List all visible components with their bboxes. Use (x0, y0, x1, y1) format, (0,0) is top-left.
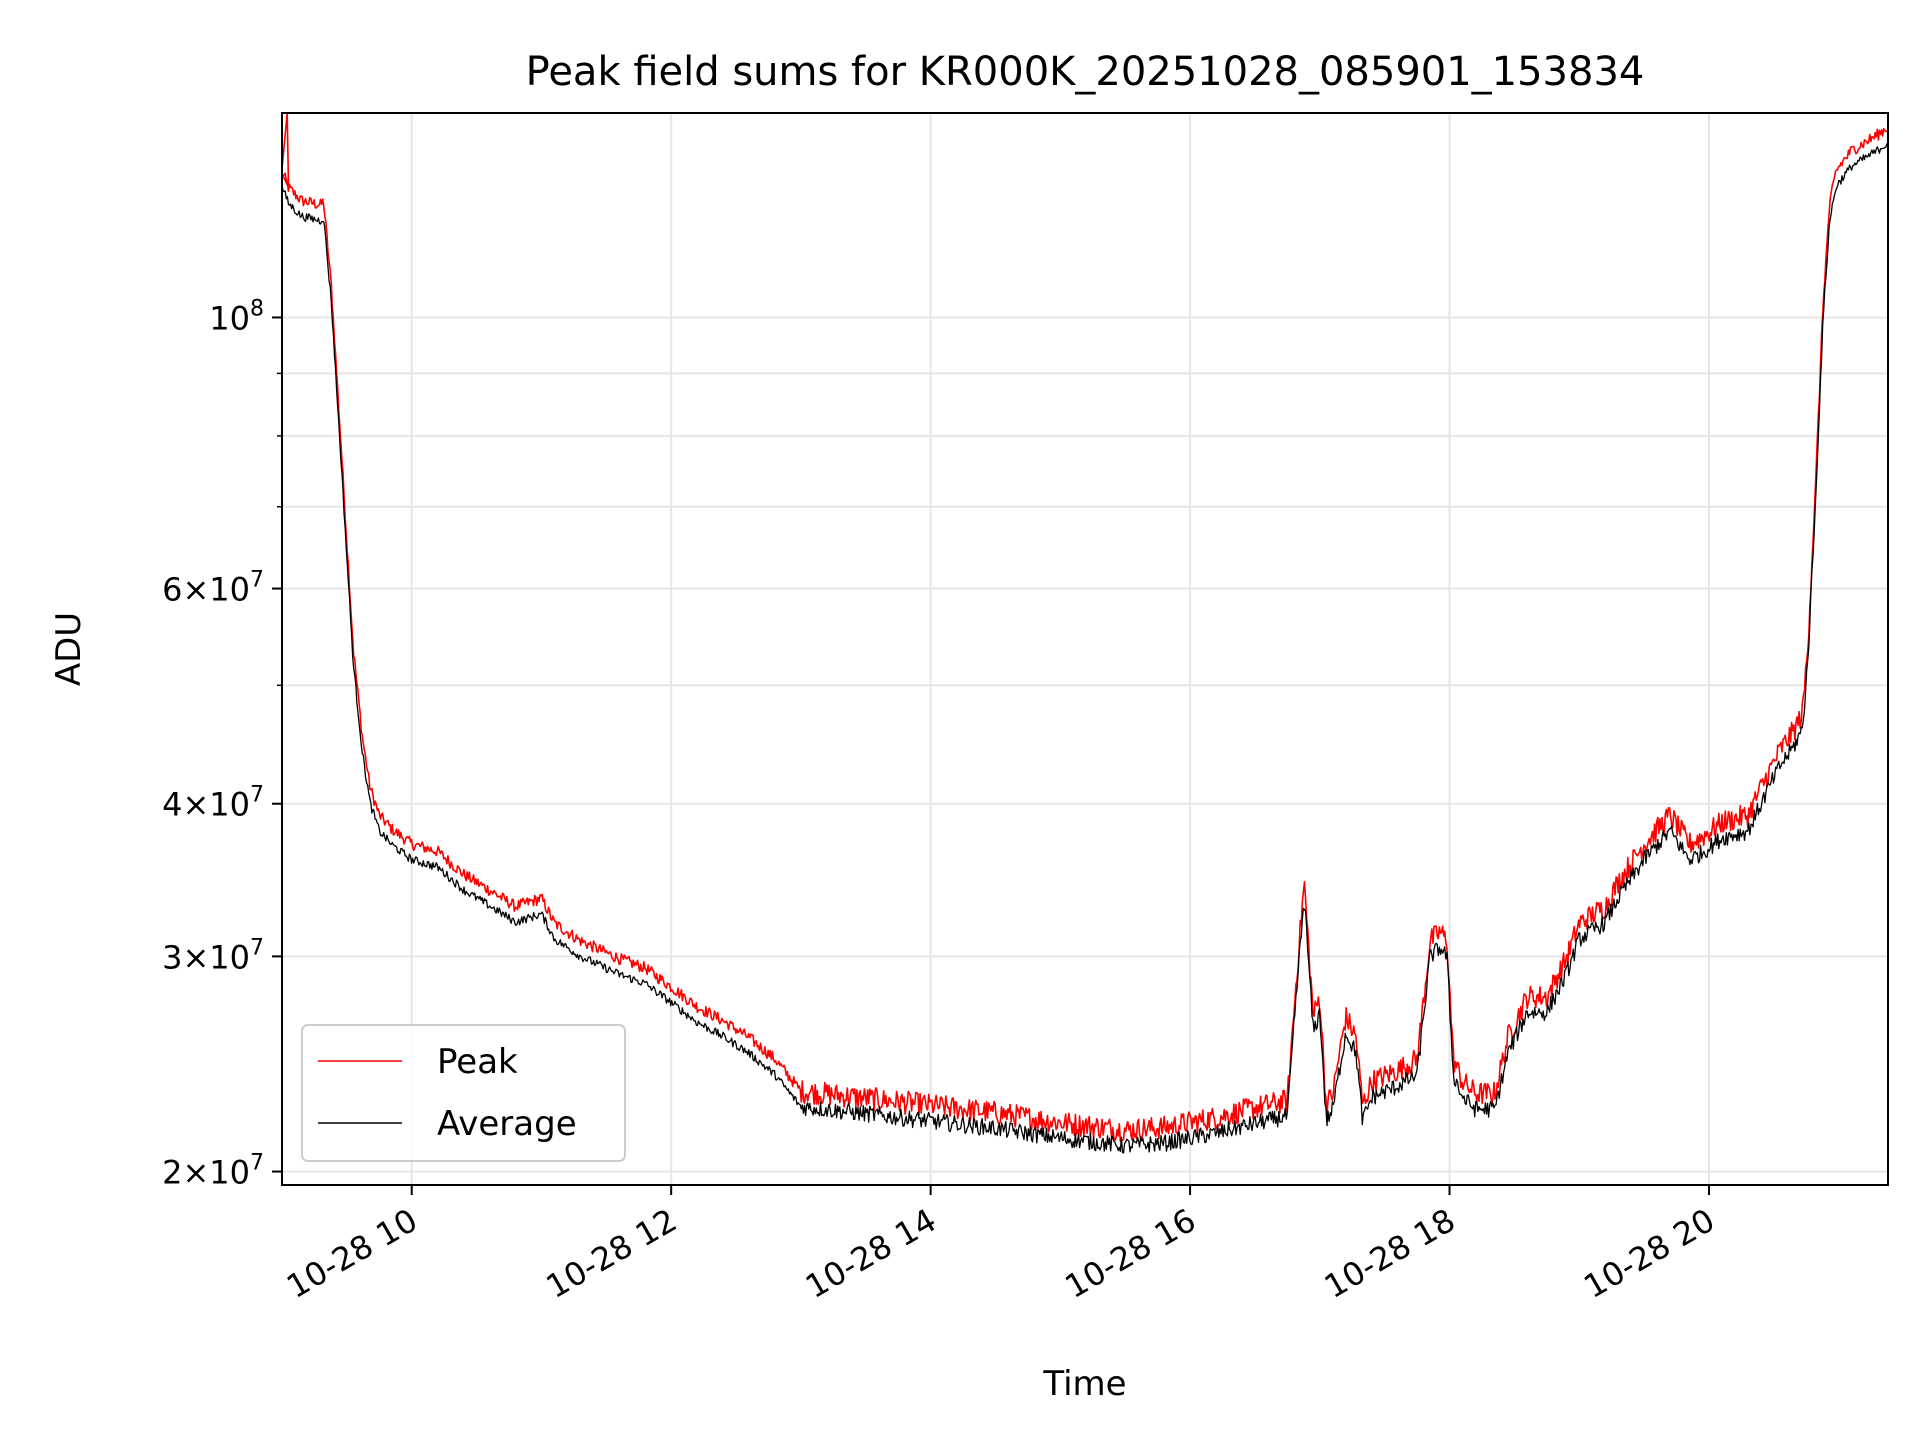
legend-box (301, 1024, 626, 1162)
y-tick-label: 108 (209, 296, 264, 337)
y-tick-label: 2×107 (162, 1151, 264, 1192)
series-line-average (281, 143, 1889, 1154)
legend-label-average: Average (437, 1104, 577, 1144)
legend: Peak Average (301, 1024, 626, 1162)
y-tick-label: 4×107 (162, 783, 264, 824)
x-axis-label: Time (1042, 1364, 1126, 1404)
plot-series (281, 112, 1889, 1154)
grid (282, 113, 1888, 1185)
y-axis-label: ADU (49, 612, 89, 686)
chart-title: Peak field sums for KR000K_20251028_0859… (526, 49, 1645, 95)
legend-label-peak: Peak (437, 1042, 518, 1082)
plot-frame (281, 112, 1889, 1186)
y-tick-label: 6×107 (162, 568, 264, 609)
y-tick-label: 3×107 (162, 935, 264, 976)
